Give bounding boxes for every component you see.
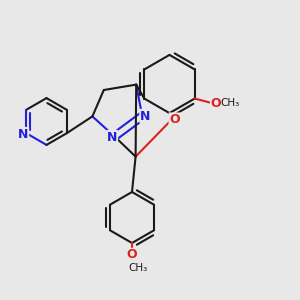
Text: O: O <box>169 113 180 126</box>
Text: O: O <box>127 248 137 262</box>
Text: N: N <box>107 130 117 144</box>
Text: O: O <box>211 97 221 110</box>
Text: N: N <box>140 110 150 123</box>
Text: CH₃: CH₃ <box>128 263 148 273</box>
Text: CH₃: CH₃ <box>221 98 240 109</box>
Text: N: N <box>18 128 28 141</box>
